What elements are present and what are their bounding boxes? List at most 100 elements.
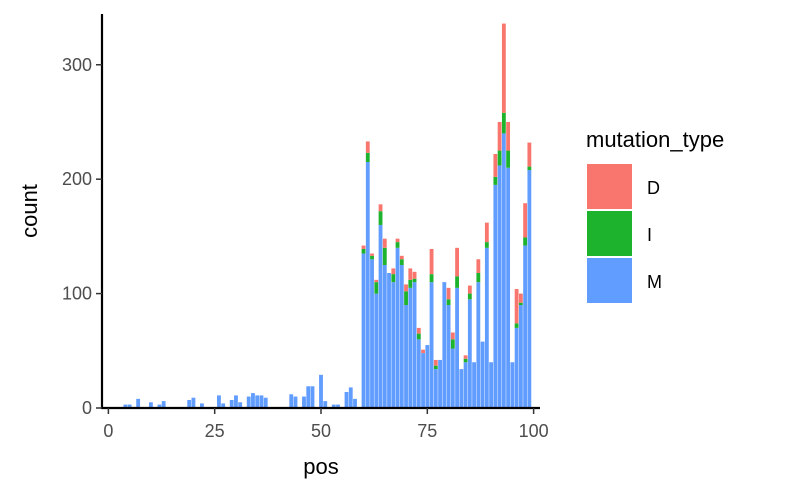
x-tick-label: 50: [311, 421, 331, 441]
bar-M-43: [289, 394, 294, 408]
bar-D-67: [391, 268, 396, 275]
bar-D-98: [523, 203, 528, 238]
bar-M-70: [404, 305, 408, 408]
bar-D-94: [506, 121, 511, 151]
bar-M-65: [382, 264, 387, 408]
bar-M-33: [246, 396, 251, 408]
y-tick-label: 100: [62, 284, 92, 304]
bar-I-70: [404, 291, 408, 306]
legend-label-I: I: [647, 225, 652, 245]
bar-M-97: [518, 305, 523, 408]
bar-I-69: [399, 259, 404, 265]
bar-D-60: [361, 245, 366, 249]
bar-D-85: [467, 285, 472, 294]
bar-M-98: [523, 245, 528, 408]
bar-M-46: [302, 396, 306, 408]
bar-M-89: [484, 247, 489, 408]
bar-M-13: [161, 401, 166, 408]
plot-bars: [123, 23, 532, 409]
bar-M-31: [238, 402, 243, 408]
x-tick-label: 75: [417, 421, 437, 441]
bar-I-72: [412, 278, 417, 283]
bar-M-27: [221, 403, 226, 408]
bar-D-82: [455, 247, 459, 277]
bar-I-67: [391, 274, 396, 283]
bar-M-73: [416, 339, 421, 408]
bar-I-71: [408, 279, 413, 288]
bar-I-62: [370, 255, 374, 260]
bar-D-74: [421, 349, 425, 354]
bar-M-35: [255, 395, 260, 408]
bar-D-87: [476, 259, 481, 273]
bar-M-72: [412, 282, 417, 408]
bar-M-5: [127, 404, 132, 408]
bar-D-97: [518, 293, 523, 303]
bar-M-30: [234, 395, 238, 408]
x-tick-label: 100: [519, 421, 549, 441]
bar-M-85: [467, 299, 472, 408]
bar-I-87: [476, 272, 481, 283]
bar-M-51: [323, 401, 328, 408]
bar-D-77: [433, 359, 438, 366]
y-ticks: 0 100 200 300: [62, 55, 102, 418]
bar-M-82: [455, 287, 459, 408]
bar-M-80: [446, 305, 451, 408]
bar-M-34: [251, 393, 255, 408]
bar-M-48: [310, 386, 315, 408]
bar-I-81: [450, 339, 455, 349]
bar-M-20: [191, 397, 196, 408]
bar-M-7: [136, 398, 141, 408]
bar-D-64: [378, 204, 383, 212]
bar-M-64: [378, 224, 383, 408]
bar-D-93: [501, 23, 506, 113]
bar-M-26: [217, 395, 221, 408]
bar-M-94: [506, 167, 511, 408]
bar-M-50: [319, 374, 323, 408]
bar-I-64: [378, 211, 383, 225]
bar-M-60: [361, 253, 366, 408]
bar-M-95: [510, 362, 515, 408]
bar-M-83: [459, 369, 464, 408]
bar-M-77: [433, 369, 438, 408]
bar-I-76: [429, 274, 434, 283]
y-tick-label: 0: [82, 398, 92, 418]
bar-D-61: [365, 141, 370, 153]
legend-key-M: [587, 258, 632, 303]
bar-M-75: [425, 345, 430, 408]
legend-title: mutation_type: [586, 127, 724, 152]
bar-I-85: [467, 293, 472, 300]
bar-I-99: [527, 166, 532, 171]
bar-M-63: [374, 293, 379, 408]
bar-D-76: [429, 248, 434, 275]
bar-M-61: [365, 162, 370, 408]
bar-D-89: [484, 222, 489, 243]
bar-M-74: [421, 353, 425, 408]
bar-M-78: [438, 359, 442, 408]
bar-M-88: [480, 341, 485, 408]
bar-I-94: [506, 150, 511, 168]
x-tick-label: 25: [205, 421, 225, 441]
bar-I-60: [361, 248, 366, 254]
bar-M-86: [472, 362, 477, 408]
bar-D-62: [370, 253, 374, 256]
legend-items: D I M: [587, 164, 662, 303]
bar-M-29: [229, 399, 234, 408]
bar-I-97: [518, 302, 523, 306]
bar-I-82: [455, 276, 459, 288]
bar-M-36: [259, 395, 264, 408]
bar-D-63: [374, 279, 379, 283]
bar-I-68: [395, 242, 400, 248]
legend: mutation_type D I M: [586, 127, 724, 303]
legend-label-D: D: [647, 178, 660, 198]
bar-M-76: [429, 282, 434, 408]
bar-M-92: [497, 165, 502, 408]
bar-M-22: [200, 403, 204, 408]
bar-D-91: [493, 154, 498, 177]
bar-I-77: [433, 365, 438, 370]
bar-I-91: [493, 176, 498, 185]
bar-M-58: [353, 398, 357, 408]
y-axis-title: count: [17, 184, 42, 238]
bar-M-84: [463, 362, 468, 408]
bar-M-12: [157, 404, 162, 408]
bar-M-79: [442, 282, 447, 408]
